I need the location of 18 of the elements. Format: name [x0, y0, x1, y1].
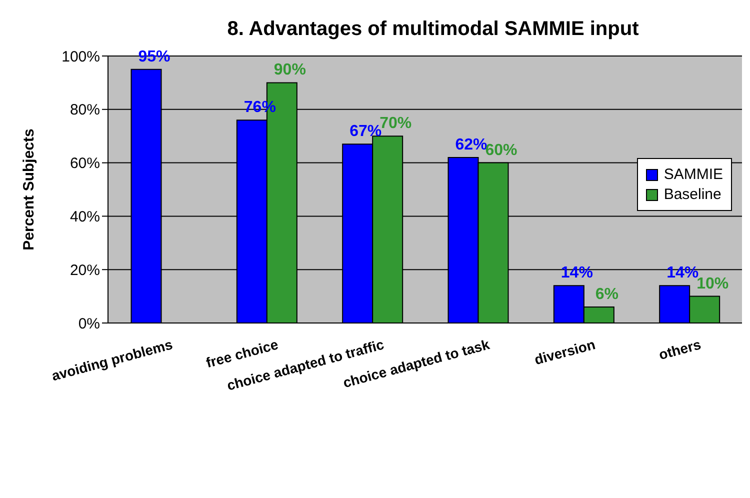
- chart-title: 8. Advantages of multimodal SAMMIE input: [226, 18, 640, 41]
- y-tick-label: 0%: [78, 315, 100, 332]
- data-label: 10%: [696, 275, 729, 292]
- x-tick-label: others: [657, 336, 703, 363]
- data-label: 67%: [350, 123, 382, 140]
- y-tick-label: 40%: [70, 208, 100, 226]
- y-tick-label: 60%: [70, 155, 100, 172]
- legend-label: Baseline: [664, 186, 722, 203]
- y-axis-title: Percent Subjects: [20, 128, 38, 250]
- legend-label: SAMMIE: [664, 166, 723, 183]
- data-label: 60%: [485, 142, 518, 159]
- data-label: 90%: [274, 62, 306, 79]
- y-tick-label: 80%: [70, 102, 100, 119]
- y-tick-label: 100%: [62, 48, 100, 66]
- y-tick-label: 20%: [70, 262, 100, 279]
- data-label: 62%: [455, 136, 488, 154]
- x-tick-label: diversion: [532, 336, 597, 368]
- data-label: 6%: [595, 286, 618, 303]
